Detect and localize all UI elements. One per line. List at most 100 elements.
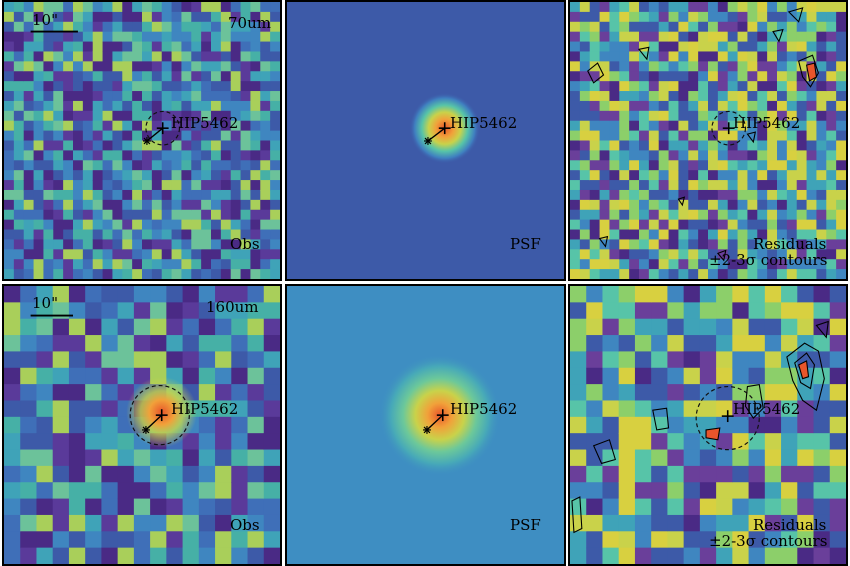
- map-pixel: [619, 140, 630, 151]
- map-pixel: [698, 41, 709, 53]
- map-pixel: [13, 51, 25, 62]
- map-pixel: [599, 229, 611, 241]
- map-pixel: [53, 11, 64, 23]
- map-pixel: [73, 199, 84, 211]
- map-pixel: [609, 239, 620, 250]
- map-pixel: [678, 91, 689, 102]
- map-pixel: [102, 100, 114, 112]
- map-pixel: [599, 71, 611, 82]
- map-pixel: [215, 400, 232, 418]
- map-pixel: [68, 433, 86, 451]
- map-pixel: [683, 514, 701, 532]
- map-pixel: [270, 130, 280, 142]
- map-pixel: [579, 239, 591, 250]
- map-pixel: [579, 180, 591, 191]
- map-pixel: [133, 318, 151, 336]
- map-pixel: [101, 465, 119, 483]
- map-pixel: [781, 367, 798, 385]
- map-pixel: [23, 140, 35, 151]
- map-pixel: [786, 170, 798, 181]
- map-pixel: [211, 269, 222, 279]
- map-pixel: [639, 91, 650, 102]
- map-pixel: [4, 400, 21, 418]
- map-pixel: [589, 91, 601, 102]
- map-pixel: [599, 140, 611, 151]
- map-pixel: [668, 209, 680, 221]
- map-pixel: [240, 239, 252, 250]
- map-pixel: [63, 239, 74, 250]
- map-pixel: [92, 130, 104, 142]
- map-pixel: [708, 51, 719, 62]
- map-pixel: [579, 140, 591, 151]
- map-pixel: [211, 11, 222, 23]
- aperture-circle: [145, 110, 181, 146]
- map-pixel: [270, 81, 280, 92]
- map-pixel: [786, 209, 798, 221]
- map-pixel: [92, 71, 104, 82]
- map-pixel: [151, 21, 163, 33]
- map-pixel: [247, 465, 265, 483]
- map-pixel: [708, 91, 719, 102]
- map-pixel: [816, 229, 827, 241]
- map-pixel: [201, 189, 212, 201]
- map-pixel: [648, 209, 660, 221]
- map-pixel: [737, 31, 749, 43]
- map-pixel: [618, 384, 636, 402]
- map-pixel: [260, 249, 271, 260]
- map-pixel: [150, 465, 167, 483]
- map-pixel: [658, 2, 670, 13]
- map-pixel: [250, 259, 261, 270]
- map-pixel: [250, 199, 261, 211]
- map-pixel: [786, 259, 798, 270]
- map-pixel: [43, 189, 54, 201]
- map-pixel: [53, 31, 64, 43]
- map-pixel: [220, 180, 232, 191]
- map-pixel: [53, 269, 64, 279]
- map-pixel: [132, 229, 143, 241]
- map-pixel: [117, 547, 135, 564]
- map-pixel: [122, 219, 133, 231]
- map-pixel: [263, 367, 280, 385]
- map-pixel: [250, 219, 261, 231]
- map-pixel: [52, 384, 70, 402]
- map-pixel: [639, 269, 650, 279]
- map-pixel: [757, 71, 768, 82]
- map-pixel: [82, 239, 94, 250]
- map-pixel: [619, 130, 630, 142]
- map-pixel: [639, 239, 650, 250]
- map-pixel: [211, 199, 222, 211]
- map-pixel: [36, 286, 54, 303]
- map-pixel: [786, 71, 798, 82]
- map-pixel: [796, 11, 808, 23]
- map-pixel: [732, 482, 750, 500]
- map-pixel: [63, 160, 74, 171]
- map-pixel: [250, 110, 261, 122]
- map-pixel: [757, 120, 768, 132]
- map-pixel: [757, 229, 768, 241]
- map-pixel: [767, 71, 778, 82]
- map-pixel: [816, 130, 827, 142]
- map-pixel: [220, 21, 232, 33]
- map-pixel: [639, 21, 650, 33]
- map-pixel: [757, 11, 768, 23]
- map-pixel: [599, 160, 611, 171]
- map-pixel: [796, 91, 808, 102]
- map-pixel: [767, 11, 778, 23]
- map-pixel: [767, 31, 778, 43]
- map-pixel: [698, 61, 709, 72]
- map-pixel: [142, 239, 153, 250]
- map-pixel: [602, 367, 620, 385]
- band-label: 70um: [228, 14, 271, 32]
- map-pixel: [609, 71, 620, 82]
- map-pixel: [683, 367, 701, 385]
- map-pixel: [668, 11, 680, 23]
- map-pixel: [92, 140, 104, 151]
- map-pixel: [732, 465, 750, 483]
- map-pixel: [82, 130, 94, 142]
- map-pixel: [579, 31, 591, 43]
- map-pixel: [747, 130, 758, 142]
- map-pixel: [52, 465, 70, 483]
- map-pixel: [43, 41, 54, 53]
- map-pixel: [211, 239, 222, 250]
- map-pixel: [182, 531, 200, 549]
